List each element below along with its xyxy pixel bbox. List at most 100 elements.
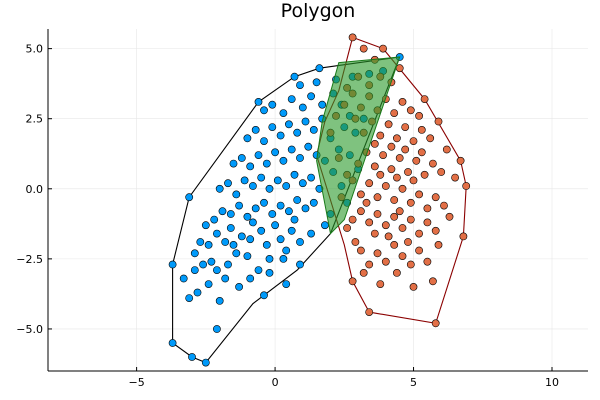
data-point xyxy=(279,156,288,165)
data-point xyxy=(282,280,291,288)
data-point xyxy=(301,204,310,213)
data-point xyxy=(401,145,410,154)
data-point xyxy=(265,254,274,263)
data-point xyxy=(348,215,357,224)
data-point xyxy=(279,109,288,117)
data-point xyxy=(221,274,230,283)
data-point xyxy=(296,154,304,162)
data-point xyxy=(248,182,257,190)
data-point xyxy=(296,238,304,246)
data-point xyxy=(287,145,296,154)
data-point xyxy=(398,224,407,232)
y-tick-label: 0.0 xyxy=(26,183,44,196)
data-point xyxy=(235,282,243,291)
data-point xyxy=(390,240,399,249)
data-point xyxy=(343,224,351,232)
data-point xyxy=(373,249,382,258)
data-point xyxy=(373,210,382,218)
data-point xyxy=(265,268,274,277)
data-point xyxy=(185,193,194,202)
data-point xyxy=(185,294,194,302)
data-point xyxy=(312,78,321,87)
data-point xyxy=(392,268,401,277)
data-point xyxy=(412,156,421,165)
data-point xyxy=(232,190,241,199)
x-tick-label: 0 xyxy=(272,376,279,389)
data-point xyxy=(401,123,410,131)
data-point xyxy=(309,125,318,134)
data-point xyxy=(420,95,429,103)
data-point xyxy=(226,210,235,218)
data-point xyxy=(271,221,279,230)
data-point xyxy=(404,168,412,176)
data-point xyxy=(395,207,404,216)
data-point xyxy=(359,268,368,277)
data-point xyxy=(221,238,230,246)
data-point xyxy=(459,232,468,241)
data-point xyxy=(290,72,299,81)
data-point xyxy=(196,238,205,246)
data-point xyxy=(398,252,407,260)
data-point xyxy=(318,100,327,109)
chart-title: Polygon xyxy=(281,0,356,22)
data-point xyxy=(246,235,255,244)
data-point xyxy=(243,134,252,143)
data-point xyxy=(381,182,390,190)
data-point xyxy=(204,240,213,249)
data-point xyxy=(260,198,268,207)
polygons xyxy=(172,36,467,364)
x-tick-label: −5 xyxy=(129,376,145,389)
data-point xyxy=(293,196,302,204)
data-point xyxy=(262,159,271,168)
data-point xyxy=(284,120,293,129)
data-point xyxy=(387,165,396,174)
x-tick-label: 10 xyxy=(545,376,559,389)
data-point xyxy=(204,280,213,288)
data-point xyxy=(301,117,310,126)
data-point xyxy=(428,277,437,286)
data-point xyxy=(376,280,385,288)
data-point xyxy=(431,226,440,235)
data-point xyxy=(356,190,365,199)
data-point xyxy=(390,212,399,221)
data-point xyxy=(199,260,207,269)
data-point xyxy=(431,319,440,328)
data-point xyxy=(451,173,459,182)
data-point xyxy=(348,277,357,286)
data-point xyxy=(406,215,415,224)
data-point xyxy=(307,92,315,101)
data-point xyxy=(307,173,315,182)
data-point xyxy=(257,226,266,235)
data-point xyxy=(188,353,196,361)
data-point xyxy=(276,131,285,140)
data-point xyxy=(365,308,374,316)
data-point xyxy=(229,159,238,168)
x-tick-label: 5 xyxy=(410,376,417,389)
data-point xyxy=(409,137,418,145)
data-point xyxy=(309,198,318,207)
data-point xyxy=(282,246,291,255)
data-point xyxy=(428,159,437,168)
data-point xyxy=(356,207,365,216)
data-point xyxy=(320,221,329,230)
data-point xyxy=(395,154,404,162)
data-point xyxy=(268,123,277,131)
data-point xyxy=(254,151,263,159)
data-point xyxy=(304,142,313,151)
data-point xyxy=(243,212,252,221)
data-point xyxy=(390,196,399,204)
data-point xyxy=(379,151,387,159)
data-point xyxy=(254,266,263,274)
intersection-polygon xyxy=(316,56,401,235)
data-point xyxy=(212,266,221,274)
data-point xyxy=(254,98,263,106)
data-point xyxy=(415,112,423,120)
data-point xyxy=(290,170,299,179)
data-point xyxy=(392,173,401,182)
data-point xyxy=(260,291,268,300)
data-point xyxy=(215,184,224,193)
data-point xyxy=(279,254,288,263)
data-point xyxy=(417,148,426,157)
data-point xyxy=(287,95,296,103)
data-point xyxy=(262,240,271,249)
